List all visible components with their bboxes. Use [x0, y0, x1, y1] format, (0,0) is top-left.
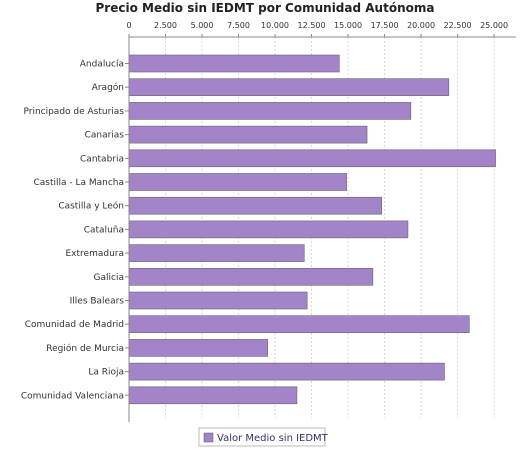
bar [128, 386, 298, 405]
x-tick-label: 0 [126, 21, 131, 30]
category-label: Illes Balears [70, 297, 125, 307]
category-label: Aragón [92, 82, 124, 93]
category-label: Extremadura [66, 249, 125, 259]
bar [128, 149, 496, 168]
category-label: Andalucía [80, 60, 124, 70]
bar [128, 173, 347, 191]
bar [128, 102, 412, 120]
x-tick-label: 7.500 [227, 21, 250, 30]
x-tick-label: 10.000 [261, 21, 289, 30]
legend-label: Valor Medio sin IEDMT [217, 433, 329, 444]
category-label: Canarias [85, 131, 125, 141]
x-axis-ticks: 0 2.500 5.000 7.500 10.000 12.500 15.000 17.500… [126, 21, 508, 37]
x-tick-label: 2.500 [154, 21, 177, 30]
legend-swatch [203, 432, 214, 443]
x-tick-label: 20.000 [407, 21, 435, 30]
category-label: Comunidad de Madrid [25, 320, 124, 330]
bar [128, 339, 269, 357]
bar [128, 196, 382, 215]
bar [128, 315, 470, 334]
bar [128, 362, 445, 381]
category-label: Comunidad Valenciana [21, 391, 124, 401]
bar [128, 125, 368, 144]
category-label: Castilla y León [58, 201, 124, 212]
chart-title: Precio Medio sin IEDMT por Comunidad Aut… [96, 1, 435, 15]
category-label: Cantabria [80, 154, 124, 164]
bar [128, 267, 374, 286]
category-label: Cataluña [84, 225, 124, 235]
legend-box [198, 427, 326, 447]
category-label: Región de Murcia [46, 343, 124, 354]
x-tick-label: 22.500 [444, 21, 472, 30]
x-tick-label: 25.000 [480, 21, 508, 30]
x-tick-label: 12.500 [298, 21, 326, 30]
legend: Valor Medio sin IEDMT [198, 427, 329, 447]
bars [128, 54, 496, 405]
bar [128, 220, 409, 239]
x-tick-label: 5.000 [191, 21, 214, 30]
category-label: Castilla - La Mancha [33, 178, 124, 188]
x-tick-label: 15.000 [334, 21, 362, 30]
bar [128, 244, 305, 262]
bar [128, 78, 450, 96]
category-label: La Rioja [88, 368, 124, 378]
bar [128, 54, 340, 73]
bar [128, 291, 308, 310]
category-labels: Andalucía Aragón Principado de Asturias Can… [21, 60, 129, 401]
category-label: Galicia [94, 273, 124, 283]
category-label: Principado de Asturias [23, 107, 124, 117]
x-tick-label: 17.500 [371, 21, 399, 30]
